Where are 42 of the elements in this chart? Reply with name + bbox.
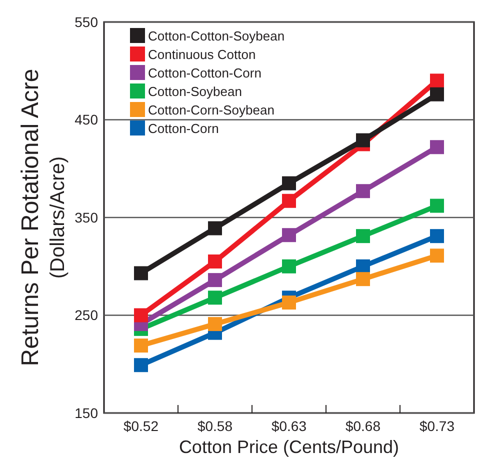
x-axis-title: Cotton Price (Cents/Pound) [178, 437, 400, 457]
x-tick-label: $0.58 [197, 418, 233, 434]
point [134, 308, 148, 322]
point [134, 358, 148, 372]
point [282, 176, 296, 190]
point [430, 248, 444, 263]
legend-label: Cotton-Cotton-Soybean [148, 28, 285, 44]
y-tick-label: 450 [74, 112, 98, 128]
point [208, 273, 222, 288]
legend-label: Continuous Cotton [148, 47, 256, 62]
point [430, 229, 444, 244]
point [208, 254, 222, 268]
point [430, 140, 444, 154]
point [208, 317, 222, 332]
y-tick-label: 350 [74, 209, 98, 226]
legend-label: Cotton-Corn [148, 121, 219, 136]
point [282, 228, 296, 242]
point [208, 290, 222, 305]
y-tick-label: 550 [74, 14, 98, 30]
point [134, 338, 148, 353]
point [282, 194, 296, 208]
point [430, 198, 444, 213]
legend-label: Cotton-Cotton-Corn [148, 66, 262, 81]
point [356, 229, 370, 244]
y-tick-label: 150 [74, 404, 98, 421]
legend-label: Cotton-Soybean [148, 84, 242, 100]
point [430, 74, 444, 88]
legend-label: Cotton-Corn-Soybean [148, 102, 274, 118]
x-tick-label: $0.68 [345, 418, 381, 434]
point [134, 266, 148, 280]
point [430, 87, 444, 102]
y-axis-title: Returns Per Rotational Acre (Dollars/Acre) [17, 68, 69, 366]
x-tick-label: $0.52 [123, 418, 159, 434]
x-tick-label: $0.63 [271, 418, 307, 434]
x-tick-label: $0.73 [419, 418, 455, 434]
point [356, 272, 370, 286]
point [282, 259, 296, 274]
point [356, 184, 370, 198]
point [282, 296, 296, 310]
point [356, 133, 370, 148]
y-tick-label: 250 [74, 307, 98, 324]
point [208, 221, 222, 236]
